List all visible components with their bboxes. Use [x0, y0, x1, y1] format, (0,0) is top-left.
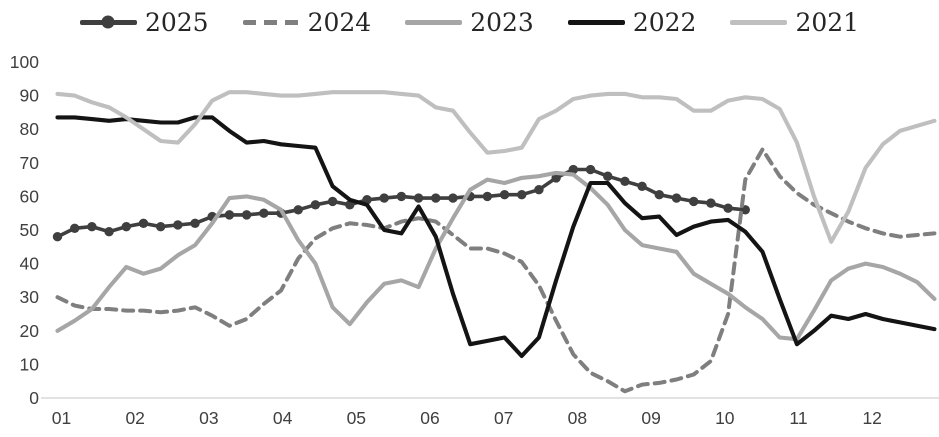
series-2025-marker	[87, 221, 97, 232]
legend-swatch-2021	[730, 19, 788, 25]
series-2025-marker	[517, 190, 527, 200]
series-2025-marker	[241, 210, 252, 220]
legend-swatch-2022	[567, 19, 625, 25]
x-axis-label: 09	[641, 408, 660, 428]
legend-item-2025: 2025	[79, 7, 209, 37]
series-2025-marker	[327, 196, 338, 207]
series-2025-marker	[259, 208, 269, 218]
series-2025-marker	[585, 164, 596, 175]
series-2025-marker	[69, 223, 80, 234]
legend-swatch-2023	[405, 19, 463, 25]
y-axis-label: 90	[20, 86, 40, 106]
y-axis-label: 30	[20, 287, 40, 307]
chart-legend: 2025 2024 2023 2022 2021	[0, 4, 939, 40]
series-2024-line	[55, 147, 937, 394]
series-2025-marker	[104, 226, 114, 237]
x-axis-label: 12	[862, 408, 881, 428]
series-2025-marker	[448, 193, 458, 203]
series-2025-marker	[723, 203, 733, 213]
series-2025-marker	[499, 190, 510, 200]
legend-item-2024: 2024	[242, 7, 372, 37]
x-axis-label: 06	[420, 408, 439, 428]
x-axis-label: 07	[494, 408, 513, 428]
series-2025-marker	[52, 232, 63, 242]
legend-item-2023: 2023	[405, 10, 534, 35]
legend-label-2025: 2025	[144, 7, 209, 37]
y-axis-label: 0	[29, 388, 39, 408]
legend-item-2022: 2022	[567, 7, 697, 37]
y-axis-label: 50	[20, 220, 40, 240]
legend-marker-dot	[101, 15, 115, 29]
y-axis-label: 80	[20, 119, 40, 139]
y-axis-label: 40	[20, 254, 40, 274]
series-2025-marker	[413, 193, 424, 203]
series-2025-marker	[224, 210, 235, 220]
series-2025-marker	[482, 191, 493, 202]
legend-label-2023: 2023	[470, 7, 534, 37]
x-axis-label: 11	[789, 408, 807, 428]
y-axis-label: 10	[20, 354, 40, 374]
series-2025-marker	[431, 193, 441, 203]
series-2025-marker	[688, 196, 699, 207]
legend-label-2021: 2021	[795, 7, 860, 37]
series-2025-marker	[603, 171, 613, 181]
x-axis-label: 03	[199, 408, 218, 428]
series-2025-marker	[706, 198, 716, 208]
series-2025-marker	[534, 184, 544, 195]
series-2025-marker	[671, 193, 682, 203]
series-2022-line	[55, 115, 937, 359]
series-2025-marker	[637, 181, 647, 192]
series-2025-marker	[396, 191, 407, 202]
x-axis-label: 10	[715, 408, 735, 428]
y-axis-label: 60	[20, 186, 40, 206]
series-2025-marker	[379, 193, 389, 203]
y-axis-label: 70	[20, 153, 40, 173]
legend-swatch-2025	[79, 15, 137, 29]
legend-label-2024: 2024	[307, 7, 372, 37]
x-axis-label: 01	[52, 408, 71, 428]
series-2025-marker	[190, 218, 200, 228]
legend-item-2021: 2021	[730, 10, 859, 35]
x-axis-label: 08	[568, 408, 587, 428]
x-axis-label: 04	[273, 408, 293, 428]
series-2023-line	[55, 170, 937, 342]
series-2025-marker	[121, 221, 131, 232]
series-2025-marker	[155, 221, 166, 232]
series-2025-marker	[620, 176, 630, 186]
series-2025-marker	[310, 200, 321, 210]
x-axis-label: 02	[125, 408, 144, 428]
y-axis-label: 20	[20, 321, 40, 341]
legend-label-2022: 2022	[632, 7, 697, 37]
series-2025-marker	[173, 220, 183, 230]
y-axis-label: 100	[10, 52, 39, 72]
series-2021-line	[55, 90, 937, 244]
x-axis-label: 05	[347, 408, 366, 428]
series-2025-marker	[551, 173, 561, 183]
series-2025-marker	[568, 164, 579, 175]
series-2025-marker	[293, 205, 303, 215]
legend-swatch-2024	[242, 19, 300, 25]
series-2025-marker	[138, 218, 149, 228]
series-2025-marker	[654, 190, 664, 200]
